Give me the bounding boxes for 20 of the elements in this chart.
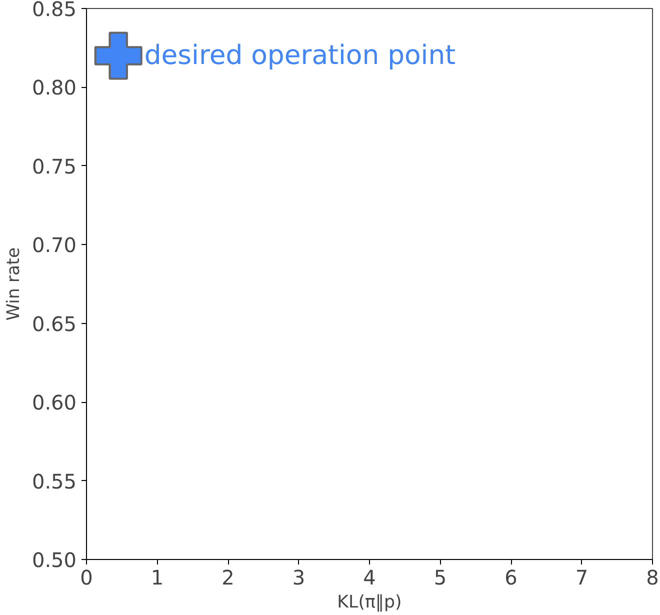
x-tick-label: 8 bbox=[646, 566, 659, 590]
y-axis-title: Win rate bbox=[4, 247, 24, 321]
y-tick-label: 0.65 bbox=[32, 312, 76, 336]
x-tick-label: 4 bbox=[363, 566, 376, 590]
x-tick-label: 1 bbox=[150, 566, 164, 590]
y-tick-label: 0.60 bbox=[32, 390, 76, 415]
y-tick-label: 0.75 bbox=[32, 154, 76, 178]
x-tick-label: 0 bbox=[80, 566, 93, 590]
y-tick-label: 0.85 bbox=[32, 0, 76, 21]
x-axis-title: KL(π‖p) bbox=[337, 592, 402, 612]
y-tick-label: 0.80 bbox=[32, 76, 76, 100]
x-tick-label: 6 bbox=[504, 566, 518, 590]
x-tick-label: 3 bbox=[292, 566, 306, 590]
series-label: desired operation point bbox=[144, 40, 456, 72]
x-tick-label: 2 bbox=[222, 566, 234, 590]
y-tick-label: 0.50 bbox=[32, 548, 76, 572]
y-tick-label: 0.55 bbox=[32, 469, 76, 494]
y-tick-label: 0.70 bbox=[32, 233, 76, 258]
x-tick-label: 5 bbox=[434, 566, 447, 590]
x-tick-label: 7 bbox=[575, 566, 588, 590]
